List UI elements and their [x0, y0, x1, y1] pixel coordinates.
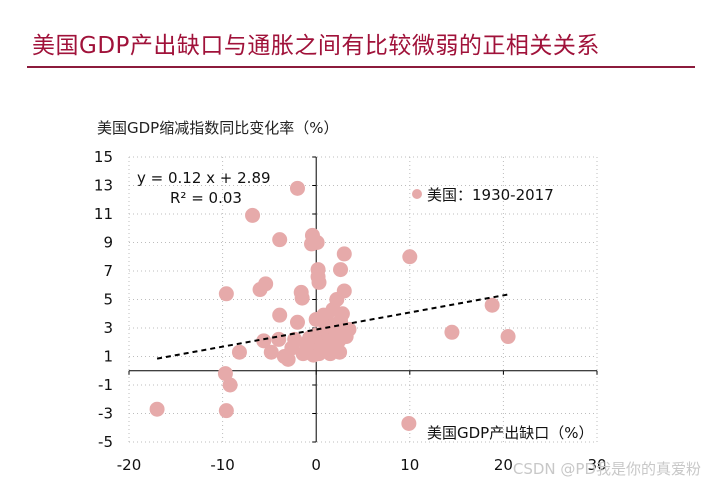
trend-equation: y = 0.12 x + 2.89 [137, 169, 271, 187]
data-point [263, 344, 279, 360]
data-point [258, 276, 274, 292]
data-point [401, 415, 417, 431]
y-tick-label: -3 [98, 405, 113, 423]
data-point [444, 324, 460, 340]
data-point [245, 207, 261, 223]
legend-label: 美国：1930-2017 [427, 186, 554, 204]
y-axis-label: 美国GDP缩减指数同比变化率（%） [97, 119, 338, 137]
data-point [333, 262, 349, 278]
y-tick-label: 11 [94, 205, 113, 223]
data-point [271, 331, 287, 347]
data-point [218, 403, 234, 419]
y-tick-label: 7 [103, 262, 113, 280]
x-tick-label: -20 [117, 456, 142, 474]
x-tick-label: 20 [494, 456, 513, 474]
y-tick-label: 9 [103, 234, 113, 252]
data-point [500, 329, 516, 345]
data-point [289, 180, 305, 196]
data-point [231, 344, 247, 360]
y-tick-label: -5 [98, 433, 113, 451]
y-tick-label: 5 [103, 291, 113, 309]
data-point [256, 333, 272, 349]
axis-layer [128, 156, 598, 443]
data-point [341, 321, 357, 337]
trend-line [156, 293, 509, 360]
data-point [280, 351, 296, 367]
data-point [294, 290, 310, 306]
y-tick-label: 1 [103, 348, 113, 366]
data-point [311, 274, 327, 290]
x-tick-label: 10 [400, 456, 419, 474]
trend-layer [156, 293, 509, 360]
data-point [336, 283, 352, 299]
data-point [289, 314, 305, 330]
data-point [484, 297, 500, 313]
page-title: 美国GDP产出缺口与通胀之间有比较微弱的正相关关系 [32, 33, 600, 59]
data-point [336, 246, 352, 262]
y-tick-label: 13 [94, 177, 113, 195]
legend-marker [412, 189, 422, 199]
y-tick-label: -1 [98, 376, 113, 394]
r-squared-label: R² = 0.03 [170, 189, 242, 207]
data-point [217, 366, 233, 382]
data-point [272, 232, 288, 248]
point-layer [149, 180, 516, 431]
data-point [218, 286, 234, 302]
x-axis-label: 美国GDP产出缺口（%） [427, 424, 593, 442]
data-point [222, 377, 238, 393]
data-point [402, 249, 418, 265]
data-point [332, 344, 348, 360]
watermark: CSDN @PD我是你的真爱粉 [512, 460, 701, 478]
y-tick-label: 15 [94, 148, 113, 166]
x-tick-label: 0 [311, 456, 321, 474]
x-tick-label: 30 [587, 456, 606, 474]
title-divider [27, 66, 695, 68]
y-tick-label: 3 [103, 319, 113, 337]
data-point [334, 306, 350, 322]
data-point [272, 307, 288, 323]
x-tick-label: -10 [210, 456, 235, 474]
data-point [149, 401, 165, 417]
data-point [309, 235, 325, 250]
data-point [287, 331, 303, 347]
